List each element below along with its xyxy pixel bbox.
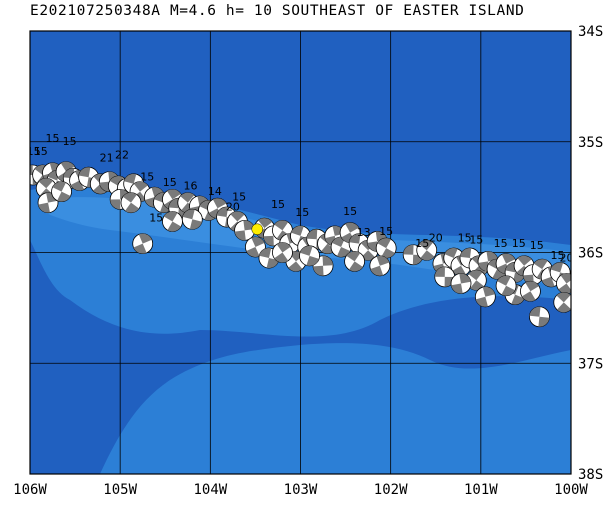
lon-tick-label: 103W (284, 482, 318, 498)
focal-mechanism (553, 291, 571, 313)
focal-mechanism (369, 255, 391, 277)
depth-label: 22 (115, 148, 129, 161)
focal-mechanism (120, 192, 142, 214)
focal-mechanism (416, 239, 438, 261)
focal-mechanism (245, 236, 266, 258)
lat-tick-label: 35S (578, 135, 603, 151)
lon-tick-label: 102W (374, 482, 408, 498)
depth-label: 20 (559, 251, 573, 264)
depth-label: 15 (469, 234, 483, 247)
depth-label: 15 (27, 145, 41, 158)
focal-mechanism (529, 306, 550, 328)
focal-mechanism (556, 273, 571, 294)
depth-label: 15 (415, 237, 429, 250)
focal-mechanism (375, 237, 397, 259)
depth-label: 15 (550, 249, 564, 262)
depth-label: 15 (295, 206, 309, 219)
depth-label: 16 (183, 179, 197, 192)
focal-mechanisms (30, 161, 571, 328)
depth-label: 15 (512, 237, 526, 250)
focal-mechanism (299, 245, 320, 267)
focal-mechanism (37, 192, 59, 214)
depth-label: 15 (343, 205, 357, 218)
lat-tick-label: 34S (578, 24, 603, 40)
depth-label: 20 (226, 200, 240, 213)
map-title: E202107250348A M=4.6 h= 10 SOUTHEAST OF … (30, 3, 525, 19)
depth-label: 13 (357, 226, 371, 239)
lat-tick-label: 38S (578, 467, 603, 483)
depth-label: 14 (208, 185, 222, 198)
depth-label: 15 (271, 198, 285, 211)
lon-tick-label: 100W (554, 482, 588, 498)
lat-tick-label: 36S (578, 246, 603, 262)
depth-label: 15 (232, 190, 246, 203)
focal-mechanism (474, 286, 496, 308)
focal-mechanism (344, 250, 366, 272)
depth-label: 15 (34, 145, 48, 158)
depth-label: 15 (140, 171, 154, 184)
ridge-scar-bathymetry (100, 343, 571, 474)
focal-mechanism (520, 280, 541, 302)
map-frame (29, 30, 572, 475)
depth-label: 15 (494, 237, 508, 250)
focal-mechanism (450, 273, 472, 294)
focal-mechanism (162, 211, 183, 232)
axis-ticks: 106W 105W 104W 103W 102W 101W 100W 34S 35S 36S 37S… (13, 24, 603, 498)
event-marker (251, 223, 263, 235)
focal-mechanism (495, 275, 517, 297)
depth-label: 15 (458, 231, 472, 244)
focal-mechanism (132, 233, 154, 255)
focal-mechanism (51, 181, 72, 202)
depth-label: 15 (46, 132, 60, 145)
lat-tick-label: 37S (578, 356, 603, 372)
focal-mechanism (434, 266, 456, 288)
lon-tick-label: 101W (464, 482, 498, 498)
lon-tick-label: 105W (103, 482, 137, 498)
focal-mechanism (465, 269, 487, 291)
depth-label: 15 (149, 211, 163, 224)
depth-label: 21 (100, 152, 114, 165)
depth-label: 15 (163, 176, 177, 189)
depth-label: 15 (63, 135, 77, 148)
lon-tick-label: 106W (13, 482, 47, 498)
focal-mechanism (272, 242, 293, 263)
depth-label: 15 (379, 225, 393, 238)
depth-label: 15 (530, 239, 544, 252)
depth-label: 20 (429, 231, 443, 244)
focal-mechanism (78, 166, 100, 188)
focal-mechanism (181, 208, 203, 230)
lon-tick-label: 104W (193, 482, 227, 498)
